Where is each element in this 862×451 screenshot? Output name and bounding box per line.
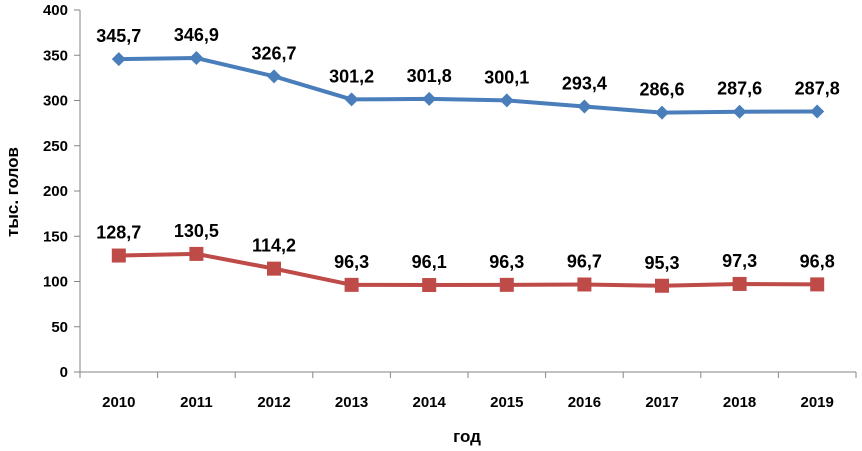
data-point [344, 92, 359, 107]
data-label: 130,5 [174, 221, 219, 241]
x-ticks: 2010 2011 2012 2013 2014 2015 2016 2017 2018 2019 [79, 372, 857, 411]
data-label: 96,3 [489, 252, 524, 272]
data-label: 286,6 [639, 80, 684, 100]
y-tick-label: 0 [60, 364, 68, 381]
y-tick-label: 250 [43, 138, 68, 155]
x-tick-label: 2013 [335, 394, 368, 411]
data-label: 301,8 [407, 66, 452, 86]
y-ticks: 0 50 100 150 200 250 300 350 400 [43, 2, 80, 381]
series-2 [111, 246, 825, 293]
data-label: 96,3 [334, 252, 369, 272]
data-point [111, 52, 126, 67]
data-point [344, 277, 359, 292]
data-point [732, 104, 747, 119]
series-layer [111, 51, 825, 293]
data-label: 128,7 [96, 223, 141, 243]
series-line [118, 251, 818, 288]
data-point [422, 278, 437, 293]
x-tick-label: 2018 [723, 394, 756, 411]
data-point [499, 93, 514, 108]
x-tick-label: 2010 [102, 394, 135, 411]
x-axis-title: год [453, 427, 481, 446]
data-label: 293,4 [562, 73, 607, 93]
data-point [267, 69, 281, 84]
y-tick-label: 400 [43, 2, 68, 19]
data-point [577, 277, 592, 292]
x-tick-label: 2011 [180, 394, 213, 411]
data-point [189, 246, 204, 261]
y-axis-title: тыс. голов [3, 147, 22, 237]
y-tick-label: 100 [43, 274, 68, 291]
x-tick-label: 2015 [490, 394, 523, 411]
data-label: 96,8 [800, 251, 835, 271]
data-point [422, 91, 437, 106]
data-label: 97,3 [722, 251, 757, 271]
data-label: 326,7 [251, 43, 296, 63]
data-point [499, 277, 514, 292]
data-point [655, 278, 669, 293]
data-label: 301,2 [329, 66, 374, 86]
data-point [732, 276, 747, 291]
y-tick-label: 300 [43, 93, 68, 110]
x-tick-label: 2014 [413, 394, 447, 411]
data-label: 346,9 [174, 25, 219, 45]
data-point [111, 248, 126, 263]
x-tick-label: 2012 [257, 394, 290, 411]
data-label: 96,7 [567, 251, 602, 271]
data-label: 114,2 [252, 236, 296, 256]
data-labels: 345,7 346,9 326,7 301,2 301,8 300,1 293,4 286,6… [96, 25, 839, 273]
data-label: 96,1 [412, 252, 447, 272]
series-1 [111, 51, 825, 120]
y-tick-label: 200 [43, 183, 68, 200]
x-tick-label: 2016 [568, 394, 601, 411]
x-tick-label: 2019 [801, 394, 834, 411]
y-tick-label: 150 [43, 228, 68, 245]
data-label: 287,8 [795, 79, 840, 99]
data-point [810, 277, 825, 292]
data-point [655, 105, 669, 120]
data-label: 300,1 [484, 67, 529, 87]
data-point [267, 261, 281, 276]
data-label: 287,6 [717, 79, 762, 99]
data-point [189, 51, 204, 66]
data-label: 345,7 [96, 26, 141, 46]
series-line [118, 56, 818, 115]
y-tick-label: 50 [51, 319, 68, 336]
data-point [810, 104, 825, 119]
data-label: 95,3 [644, 253, 679, 273]
x-tick-label: 2017 [645, 394, 678, 411]
y-tick-label: 350 [43, 47, 68, 64]
data-point [577, 99, 592, 114]
